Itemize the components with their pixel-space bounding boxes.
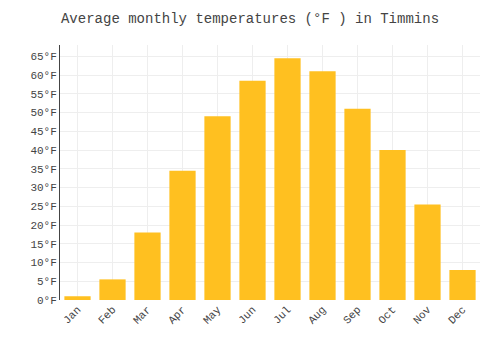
svg-text:Sep: Sep (341, 304, 363, 326)
svg-text:45°F: 45°F (30, 126, 56, 138)
svg-text:15°F: 15°F (30, 239, 56, 251)
svg-text:5°F: 5°F (37, 276, 57, 288)
svg-text:10°F: 10°F (30, 257, 56, 269)
svg-text:May: May (201, 304, 224, 327)
svg-text:Feb: Feb (96, 304, 118, 326)
svg-text:55°F: 55°F (30, 89, 56, 101)
svg-text:Apr: Apr (166, 304, 188, 326)
svg-text:0°F: 0°F (37, 295, 57, 307)
svg-text:Jul: Jul (271, 304, 293, 326)
svg-text:50°F: 50°F (30, 107, 56, 119)
svg-text:65°F: 65°F (30, 51, 56, 63)
svg-text:60°F: 60°F (30, 70, 56, 82)
svg-text:35°F: 35°F (30, 164, 56, 176)
svg-text:Nov: Nov (411, 304, 434, 327)
svg-text:Jun: Jun (236, 304, 258, 326)
svg-text:Aug: Aug (306, 304, 328, 326)
svg-text:Oct: Oct (376, 304, 398, 326)
svg-text:20°F: 20°F (30, 220, 56, 232)
svg-text:40°F: 40°F (30, 145, 56, 157)
svg-text:Mar: Mar (131, 304, 153, 326)
svg-text:Dec: Dec (446, 304, 468, 326)
svg-text:25°F: 25°F (30, 201, 56, 213)
svg-text:30°F: 30°F (30, 182, 56, 194)
svg-text:Jan: Jan (61, 304, 83, 326)
svg-text:Average monthly temperatures (: Average monthly temperatures (°F ) in Ti… (61, 11, 439, 27)
